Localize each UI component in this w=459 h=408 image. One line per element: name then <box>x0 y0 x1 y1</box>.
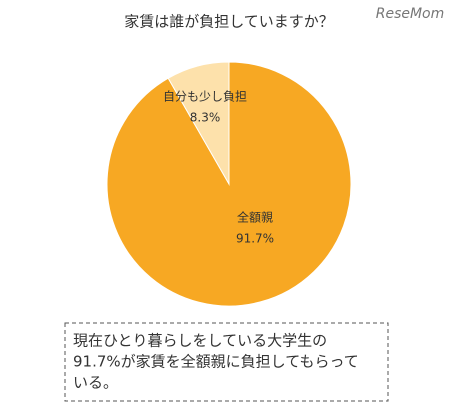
value-label: 91.7% <box>236 232 274 246</box>
pie-slice <box>167 61 230 186</box>
caption-line: 現在ひとり暮らしをしている大学生の <box>73 332 327 350</box>
slice-label: 全額親 <box>237 210 273 225</box>
watermark: ReseMom <box>376 6 445 22</box>
value-label: 8.3% <box>190 111 221 125</box>
chart-title: 家賃は誰が負担していますか？ <box>124 13 334 31</box>
caption-line: いる。 <box>73 374 118 392</box>
caption-box <box>64 322 389 402</box>
slice-label: 自分も少し負担 <box>163 90 247 104</box>
caption-line: 91.7%が家賃を全額親に負担してもらって <box>73 353 359 371</box>
